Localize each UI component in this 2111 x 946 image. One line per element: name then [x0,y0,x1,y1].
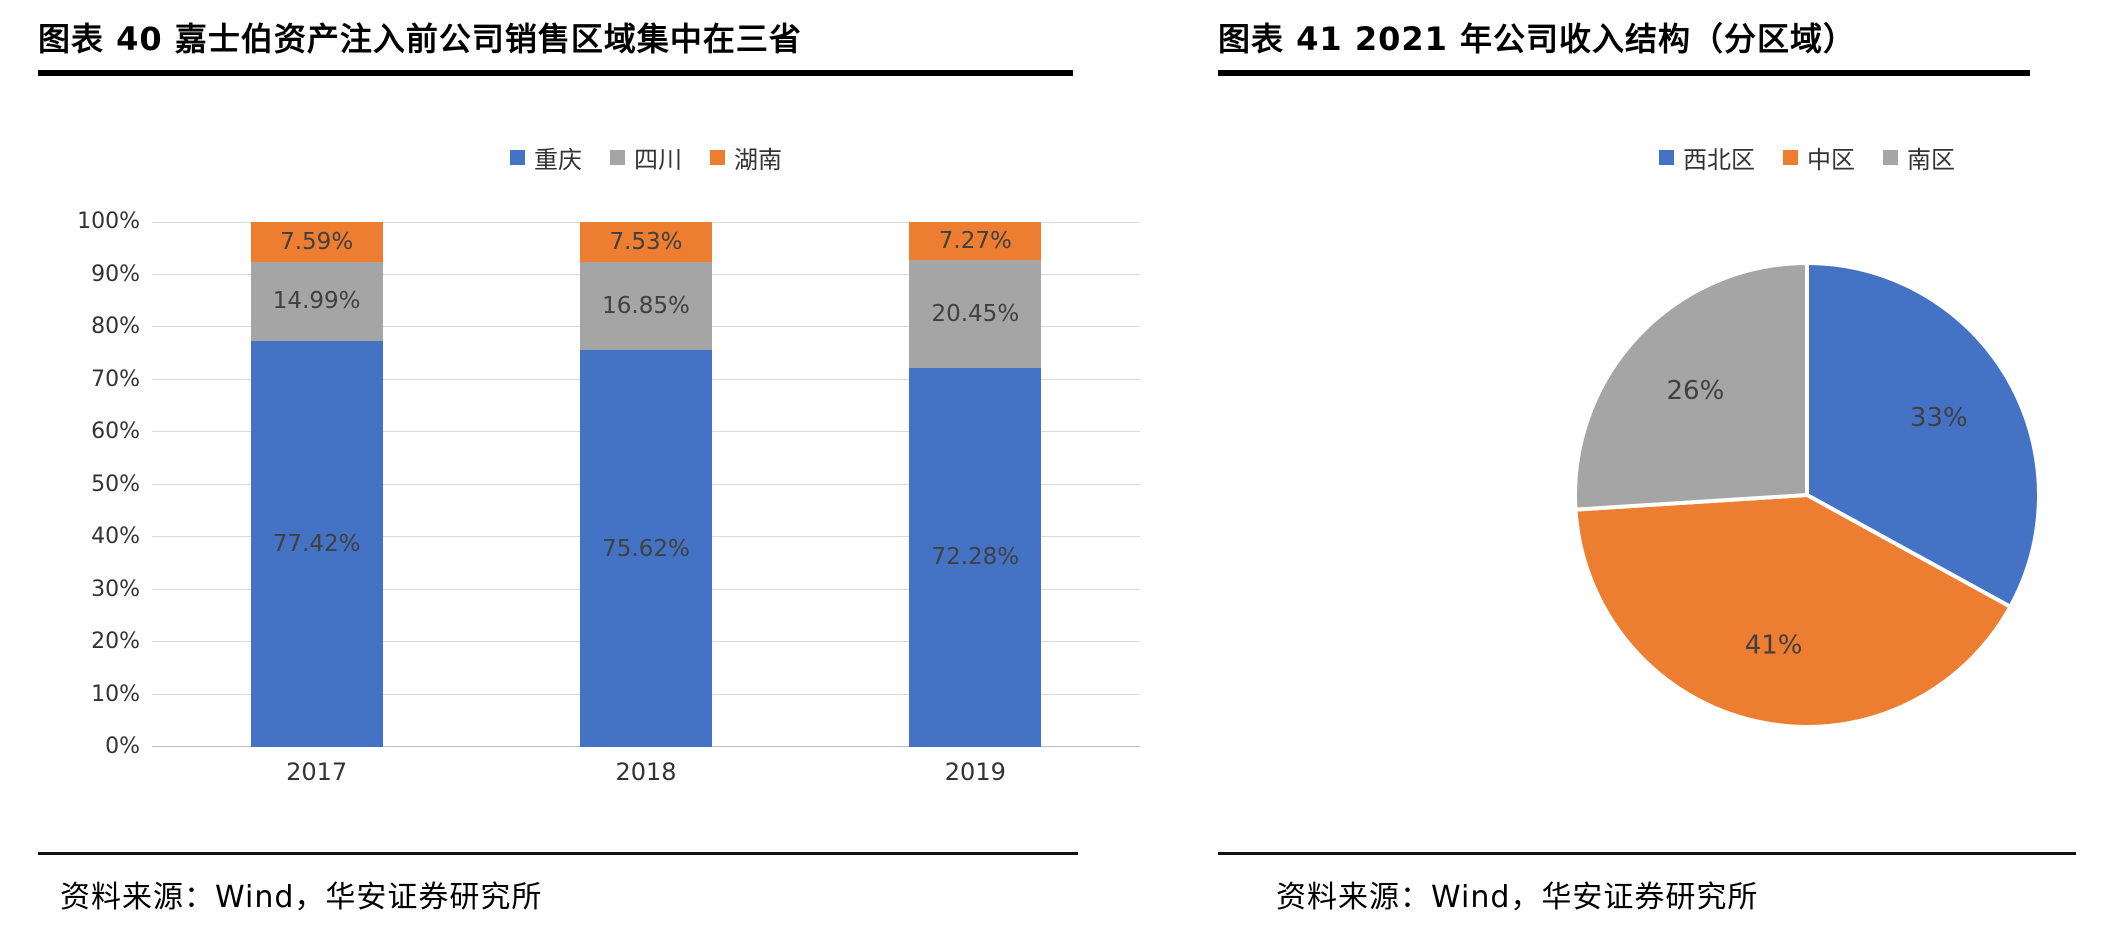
bar-chart-y-axis: 0% 10% 20% 30% 40% 50% 60% 70% 80% 90% 100% [56,209,140,759]
bar-segment: 75.62% [580,350,712,747]
bar-segment: 16.85% [580,261,712,350]
bar-value-label: 16.85% [602,292,690,319]
stacked-bar-chart-plot: 77.42% 14.99% 7.59% 75.62% 16.85% 7.53% 72.28%… [152,222,1140,747]
bar-segment: 7.59% [250,222,383,262]
figure-41-title-underline [1218,70,2030,76]
bar-value-label: 20.45% [931,300,1020,327]
y-axis-tick-label: 10% [91,681,140,707]
figure-41-source-divider [1218,852,2076,855]
figure-40-title: 图表 40 嘉士伯资产注入前公司销售区域集中在三省 [38,20,802,58]
figure-41-title: 图表 41 2021 年公司收入结构（分区域） [1218,20,1857,58]
y-axis-tick-label: 80% [91,314,140,339]
y-axis-tick-label: 60% [91,419,140,444]
bar-value-label: 7.27% [938,228,1012,255]
legend-swatch [710,149,725,165]
bar-chart-legend: 重庆 四川 湖南 [152,140,1140,175]
bar-segment: 77.42% [250,340,383,747]
pie-value-label: 41% [1745,630,1803,660]
pie-value-label: 26% [1667,376,1725,406]
legend-label: 四川 [634,145,682,174]
y-axis-tick-label: 70% [91,366,140,392]
x-axis-tick-label: 2018 [615,758,677,786]
bar-segment: 7.27% [909,222,1042,261]
legend-label: 南区 [1907,145,1955,174]
figure-40-title-underline [38,70,1073,76]
x-axis-tick-label: 2017 [286,758,348,786]
legend-swatch [1883,149,1898,165]
bar-segment: 7.53% [580,222,712,262]
y-axis-tick-label: 50% [91,471,140,497]
legend-swatch [1783,149,1798,165]
legend-swatch [1659,149,1674,165]
bar-segment: 14.99% [250,261,383,341]
y-axis-tick-label: 30% [91,576,140,602]
legend-swatch [610,149,625,165]
bar-value-label: 14.99% [272,288,361,315]
legend-label: 重庆 [534,145,582,174]
y-axis-tick-label: 90% [91,261,140,287]
bar-segment: 72.28% [909,367,1042,747]
bar-value-label: 75.62% [602,535,690,562]
legend-item: 湖南 [710,140,782,175]
pie-slice [1805,261,2041,609]
bar-chart-x-axis: 2017 2018 2019 [152,758,1140,790]
pie-chart: 33% 41% 26% [1573,261,2041,729]
legend-item: 四川 [610,140,682,175]
pie-slice [1573,261,1809,512]
y-axis-tick-label: 0% [105,734,140,759]
figure-40-source-divider [38,852,1078,855]
legend-item: 中区 [1783,140,1855,175]
bar-value-label: 7.59% [280,228,354,255]
legend-label: 西北区 [1683,145,1755,174]
legend-item: 西北区 [1659,140,1755,175]
legend-swatch [510,149,525,165]
pie-value-label: 33% [1910,403,1968,433]
y-axis-tick-label: 20% [91,629,140,654]
figure-40-source: 资料来源：Wind，华安证券研究所 [60,880,543,915]
bar-value-label: 77.42% [272,530,361,557]
figure-41-source: 资料来源：Wind，华安证券研究所 [1276,880,1759,915]
bar-segment: 20.45% [909,260,1042,368]
y-axis-tick-label: 100% [77,209,140,234]
legend-label: 中区 [1807,145,1855,174]
legend-item: 重庆 [510,140,582,175]
bar-value-label: 7.53% [609,228,683,255]
x-axis-tick-label: 2019 [944,758,1006,786]
legend-item: 南区 [1883,140,1955,175]
legend-label: 湖南 [734,145,782,174]
stacked-bar-2017: 77.42% 14.99% 7.59% [250,222,383,747]
stacked-bar-2018: 75.62% 16.85% 7.53% [580,222,712,747]
pie-slice [1573,493,2013,729]
y-axis-tick-label: 40% [91,524,140,549]
pie-chart-legend: 西北区 中区 南区 [1507,140,2107,175]
bar-value-label: 72.28% [931,544,1020,571]
stacked-bar-2019: 72.28% 20.45% 7.27% [909,222,1042,747]
